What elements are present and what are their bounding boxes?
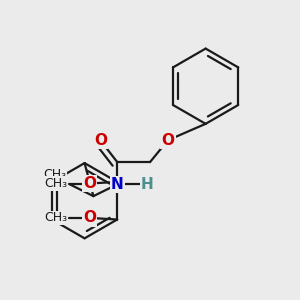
Text: H: H [141, 177, 154, 192]
Text: O: O [161, 133, 175, 148]
Text: CH₃: CH₃ [44, 168, 67, 181]
Text: CH₃: CH₃ [44, 212, 68, 224]
Text: O: O [83, 176, 96, 191]
Text: N: N [111, 177, 124, 192]
Text: CH₃: CH₃ [44, 177, 68, 190]
Text: O: O [83, 210, 96, 225]
Text: O: O [94, 133, 107, 148]
